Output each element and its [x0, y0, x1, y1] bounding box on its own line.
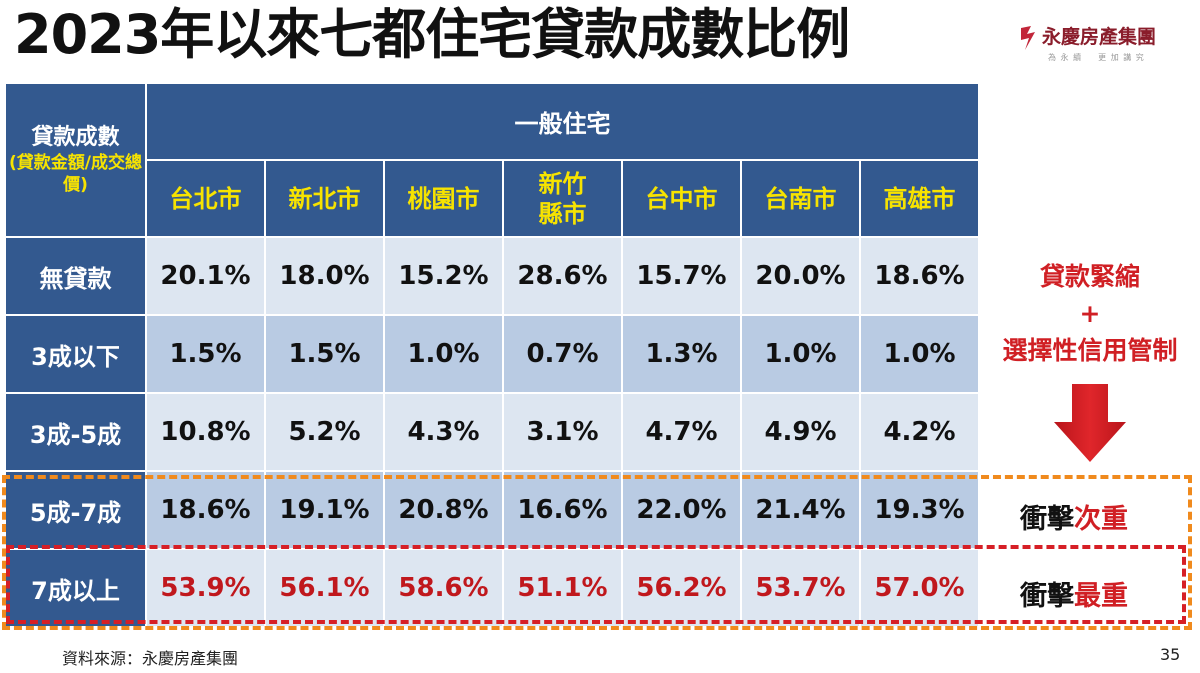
table-cell: 18.0% — [264, 236, 385, 316]
annotation-line-1: 貸款緊縮 — [1039, 262, 1140, 291]
city-header: 高雄市 — [859, 159, 980, 238]
table-cell: 19.3% — [859, 470, 980, 550]
table-cell: 4.7% — [621, 392, 742, 472]
city-header: 新竹縣市 — [502, 159, 623, 238]
impact-second-label: 衝擊次重 — [988, 497, 1160, 536]
table-cell: 15.7% — [621, 236, 742, 316]
table-cell: 18.6% — [859, 236, 980, 316]
table-cell: 4.2% — [859, 392, 980, 472]
table-cell: 18.6% — [145, 470, 266, 550]
row-label: 3成-5成 — [4, 392, 147, 472]
table-cell: 21.4% — [740, 470, 861, 550]
row-label: 7成以上 — [4, 548, 147, 628]
city-header: 台中市 — [621, 159, 742, 238]
table-cell: 5.2% — [264, 392, 385, 472]
table-cell: 56.2% — [621, 548, 742, 628]
loan-ratio-table: 貸款成數 (貸款金額/成交總價) 一般住宅 台北市 新北市 桃園市 新竹縣市 台… — [4, 82, 980, 628]
table-cell: 1.5% — [264, 314, 385, 394]
impact-most-highlight: 最重 — [1074, 581, 1128, 612]
company-logo: 永慶房產集團 為 永 續 更 加 講 究 — [1018, 22, 1188, 68]
highlight-box-orange — [2, 475, 1192, 630]
annotation-plus: + — [1079, 299, 1101, 328]
impact-most-label: 衝擊最重 — [988, 574, 1160, 613]
table-cell: 19.1% — [264, 470, 385, 550]
table-row: 7成以上 53.9% 56.1% 58.6% 51.1% 56.2% 53.7%… — [4, 548, 980, 628]
table-cell: 1.0% — [740, 314, 861, 394]
table-header-row-2: 台北市 新北市 桃園市 新竹縣市 台中市 台南市 高雄市 — [5, 159, 980, 238]
policy-annotation: 貸款緊縮 + 選擇性信用管制 — [990, 258, 1190, 369]
table-cell: 16.6% — [502, 470, 623, 550]
corner-sub-label: (貸款金額/成交總價) — [9, 153, 142, 195]
city-header: 台南市 — [740, 159, 861, 238]
table-cell: 1.3% — [621, 314, 742, 394]
highlight-box-red — [6, 545, 1186, 624]
impact-second-prefix: 衝擊 — [1020, 504, 1074, 535]
table-cell: 1.5% — [145, 314, 266, 394]
table-row: 3成-5成 10.8% 5.2% 4.3% 3.1% 4.7% 4.9% 4.2… — [4, 392, 980, 472]
corner-main-label: 貸款成數 — [31, 125, 120, 150]
table-cell: 28.6% — [502, 236, 623, 316]
table-cell: 56.1% — [264, 548, 385, 628]
table-cell: 51.1% — [502, 548, 623, 628]
impact-most-prefix: 衝擊 — [1020, 581, 1074, 612]
row-label: 5成-7成 — [4, 470, 147, 550]
table-cell: 1.0% — [859, 314, 980, 394]
slide-title: 2023年以來七都住宅貸款成數比例 — [14, 3, 850, 66]
table-cell: 4.3% — [383, 392, 504, 472]
row-label: 3成以下 — [4, 314, 147, 394]
logo-mark-icon — [1021, 26, 1035, 50]
logo-name: 永慶房產集團 — [1042, 26, 1157, 48]
city-header: 台北市 — [145, 159, 266, 238]
table-cell: 20.0% — [740, 236, 861, 316]
row-label: 無貸款 — [4, 236, 147, 316]
table-cell: 58.6% — [383, 548, 504, 628]
table-cell: 0.7% — [502, 314, 623, 394]
down-arrow-icon — [1054, 384, 1126, 462]
table-row: 3成以下 1.5% 1.5% 1.0% 0.7% 1.3% 1.0% 1.0% — [4, 314, 980, 394]
table-header-row-1: 貸款成數 (貸款金額/成交總價) 一般住宅 — [4, 82, 980, 238]
corner-header: 貸款成數 (貸款金額/成交總價) — [4, 82, 147, 238]
logo-slogan: 為 永 續 更 加 講 究 — [1048, 53, 1145, 62]
page-number: 35 — [1160, 645, 1181, 664]
table-cell: 15.2% — [383, 236, 504, 316]
city-header: 桃園市 — [383, 159, 504, 238]
table-cell: 4.9% — [740, 392, 861, 472]
group-header: 一般住宅 — [145, 82, 980, 161]
table-cell: 10.8% — [145, 392, 266, 472]
table-cell: 1.0% — [383, 314, 504, 394]
annotation-line-2: 選擇性信用管制 — [1002, 336, 1178, 365]
city-header: 新北市 — [264, 159, 385, 238]
source-note: 資料來源：永慶房產集團 — [62, 649, 239, 668]
table-row: 5成-7成 18.6% 19.1% 20.8% 16.6% 22.0% 21.4… — [4, 470, 980, 550]
table-cell: 20.1% — [145, 236, 266, 316]
table-cell: 3.1% — [502, 392, 623, 472]
table-row: 無貸款 20.1% 18.0% 15.2% 28.6% 15.7% 20.0% … — [4, 236, 980, 316]
impact-second-highlight: 次重 — [1074, 504, 1128, 535]
